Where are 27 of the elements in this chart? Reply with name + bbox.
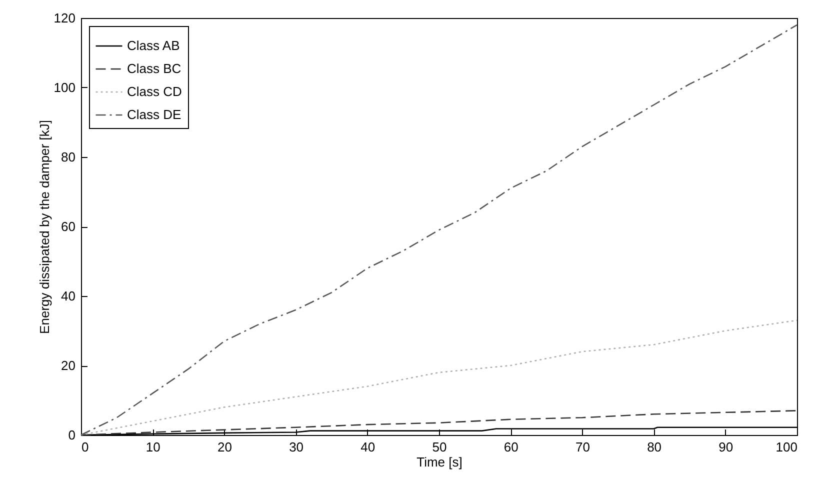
y-tick-label: 60	[61, 219, 76, 234]
x-tick-label: 30	[289, 440, 304, 454]
legend-label: Class AB	[127, 38, 180, 53]
x-tick-label: 80	[647, 440, 662, 454]
x-tick-label: 100	[776, 440, 798, 454]
x-tick-label: 0	[82, 440, 89, 454]
x-tick-label: 70	[575, 440, 590, 454]
legend-label: Class DE	[127, 107, 182, 122]
x-tick-label: 60	[504, 440, 518, 454]
x-tick-label: 50	[432, 440, 447, 454]
legend-label: Class CD	[127, 84, 182, 99]
x-tick-label: 20	[217, 440, 232, 454]
x-axis-title: Time [s]	[416, 454, 462, 470]
y-tick-label: 40	[61, 288, 76, 304]
y-tick-label: 80	[61, 150, 76, 164]
line-series	[80, 410, 798, 436]
y-tick-label: 20	[61, 358, 76, 373]
legend-label: Class BC	[127, 61, 182, 76]
y-tick-label: 100	[54, 80, 76, 95]
line-series	[80, 24, 798, 436]
x-tick-label: 40	[360, 440, 376, 454]
y-axis-title: Energy dissipated by the damper [kJ]	[36, 120, 52, 334]
x-tick-label: 10	[146, 440, 160, 454]
line-series	[80, 320, 798, 436]
x-tick-label: 90	[718, 440, 734, 454]
y-tick-label: 120	[54, 10, 76, 26]
y-tick-label: 0	[68, 428, 76, 442]
